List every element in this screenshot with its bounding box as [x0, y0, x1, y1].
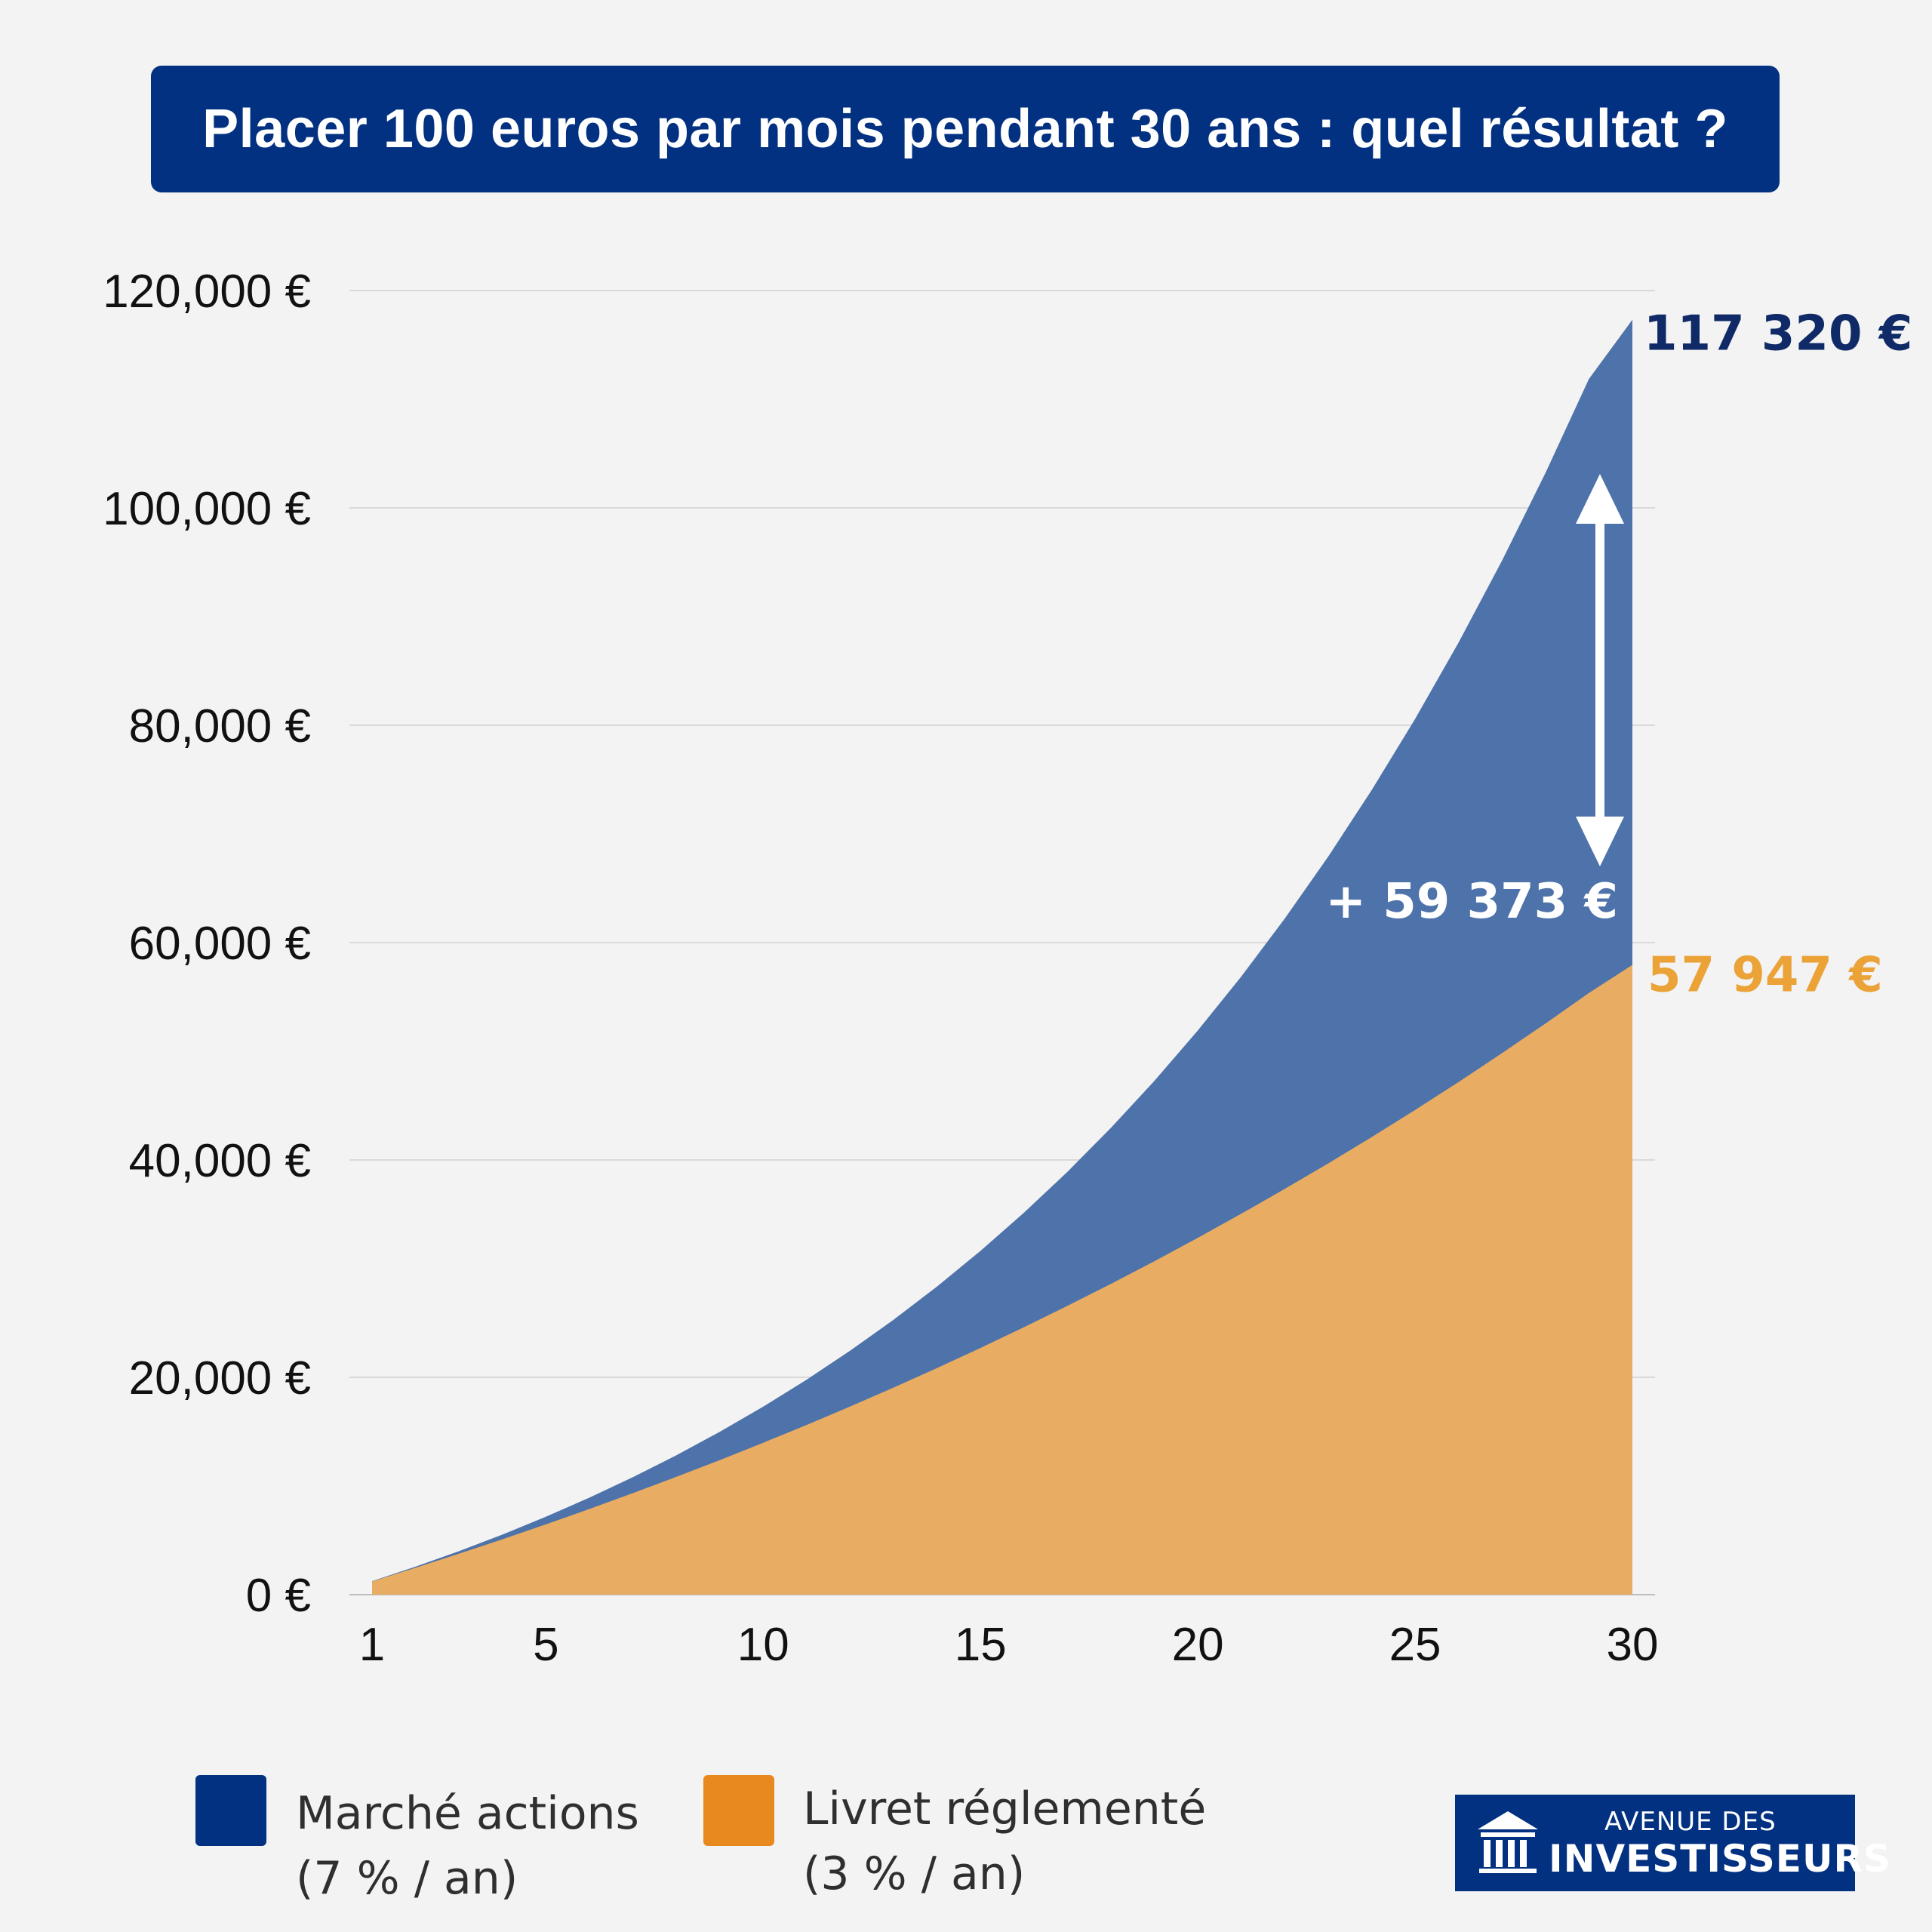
series-area-livret-reglemente: [372, 964, 1632, 1595]
brand-logo: AVENUE DES INVESTISSEURS: [1455, 1795, 1890, 1891]
x-tick-label: 30: [1607, 1619, 1659, 1671]
x-tick-label: 15: [955, 1619, 1007, 1671]
legend-label-livret: Livret réglementé (3 % / an): [803, 1783, 1207, 1900]
x-tick-label: 1: [359, 1619, 385, 1671]
y-tick-label: 100,000 €: [103, 483, 311, 535]
y-tick-label: 40,000 €: [129, 1135, 311, 1187]
annotation-difference: + 59 373 €: [1325, 874, 1618, 930]
y-tick-label: 80,000 €: [129, 700, 311, 752]
x-tick-label: 20: [1172, 1619, 1224, 1671]
chart-title: Placer 100 euros par mois pendant 30 ans…: [202, 99, 1728, 159]
legend-swatch-livret: [703, 1775, 774, 1846]
logo-text-line2: INVESTISSEURS: [1549, 1837, 1892, 1881]
difference-arrow-head-down: [1576, 817, 1624, 866]
difference-arrow-head-up: [1576, 474, 1624, 524]
x-tick-label: 25: [1389, 1619, 1441, 1671]
annotation-actions-final: 117 320 €: [1644, 306, 1912, 362]
x-tick-label: 10: [737, 1619, 789, 1671]
annotation-livret-final: 57 947 €: [1647, 948, 1883, 1004]
bank-building-icon: [1478, 1811, 1538, 1873]
legend-label-actions: Marché actions (7 % / an): [296, 1787, 639, 1905]
title-banner: Placer 100 euros par mois pendant 30 ans…: [151, 66, 1780, 192]
y-tick-label: 0 €: [246, 1570, 311, 1622]
x-tick-label: 5: [533, 1619, 558, 1671]
y-tick-label: 20,000 €: [129, 1352, 311, 1404]
logo-text-line1: AVENUE DES: [1604, 1807, 1777, 1837]
y-tick-label: 120,000 €: [103, 266, 311, 318]
y-tick-label: 60,000 €: [129, 918, 311, 970]
legend-swatch-actions: [195, 1775, 266, 1846]
